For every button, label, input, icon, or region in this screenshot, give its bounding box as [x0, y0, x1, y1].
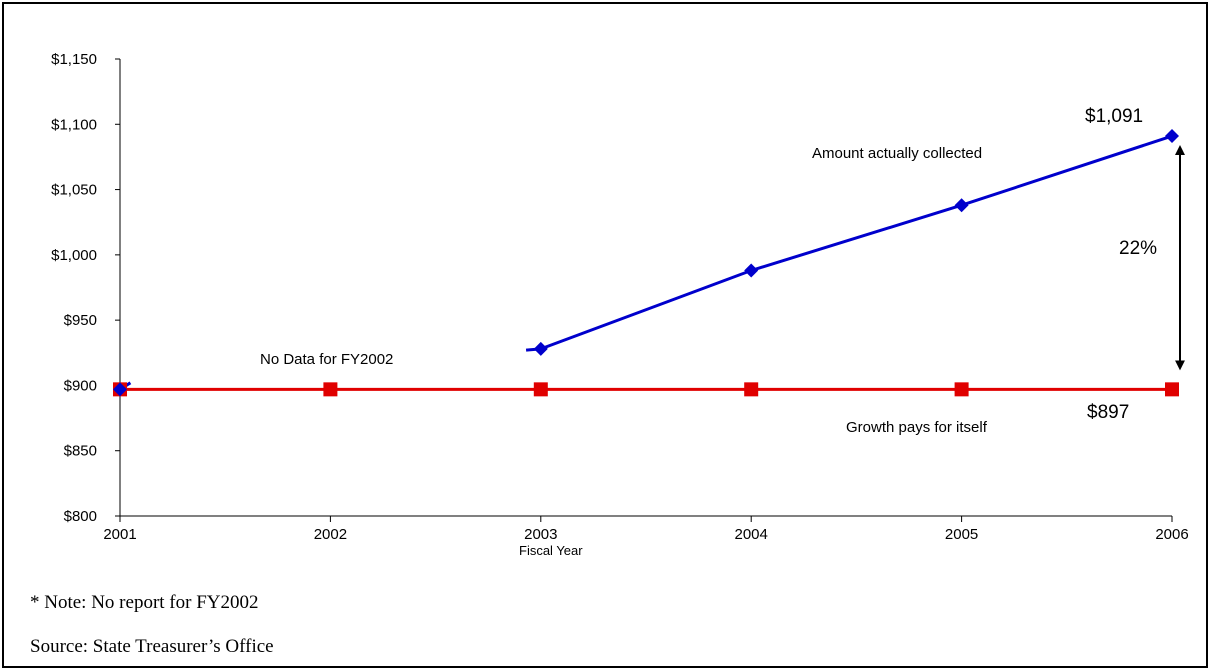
- gap-percent-label: 22%: [1119, 238, 1157, 259]
- y-tick-label: $1,150: [51, 51, 97, 68]
- growth-marker: [744, 382, 759, 397]
- growth-marker: [323, 382, 338, 397]
- collected-marker: [533, 341, 548, 356]
- x-tick-label: 2003: [524, 526, 557, 543]
- x-axis-title: Fiscal Year: [519, 543, 583, 558]
- growth-marker: [1165, 382, 1179, 397]
- x-tick-label: 2001: [103, 526, 136, 543]
- y-tick-label: $1,000: [51, 247, 97, 264]
- series-layer: [113, 129, 1179, 397]
- source-text: Source: State Treasurer’s Office: [30, 636, 274, 657]
- y-tick-label: $950: [64, 312, 97, 329]
- collected-series-label: Amount actually collected: [812, 145, 982, 162]
- y-tick-label: $1,100: [51, 116, 97, 133]
- growth-marker: [954, 382, 969, 397]
- axes: $800 $850 $900 $950 $1,000 $1,050 $1,100 $1,150…: [51, 51, 1189, 558]
- y-tick-label: $900: [64, 377, 97, 394]
- collected-marker: [744, 263, 759, 278]
- y-tick-label: $1,050: [51, 182, 97, 199]
- collected-end-value: $1,091: [1085, 106, 1143, 127]
- x-tick-label: 2002: [314, 526, 347, 543]
- collected-marker: [954, 198, 969, 213]
- collected-marker: [113, 382, 127, 397]
- growth-end-value: $897: [1087, 402, 1129, 423]
- annotation-layer: No Data for FY2002 Amount actually collec…: [260, 106, 1185, 436]
- collected-marker: [1165, 129, 1179, 144]
- x-tick-label: 2006: [1155, 526, 1188, 543]
- x-tick-label: 2004: [735, 526, 768, 543]
- no-data-annotation: No Data for FY2002: [260, 351, 393, 368]
- note-text: * Note: No report for FY2002: [30, 592, 259, 613]
- growth-series-label: Growth pays for itself: [846, 419, 988, 436]
- collected-series-line: [540, 134, 1173, 351]
- x-tick-label: 2005: [945, 526, 978, 543]
- y-tick-label: $800: [64, 508, 97, 525]
- growth-marker: [533, 382, 548, 397]
- y-tick-label: $850: [64, 443, 97, 460]
